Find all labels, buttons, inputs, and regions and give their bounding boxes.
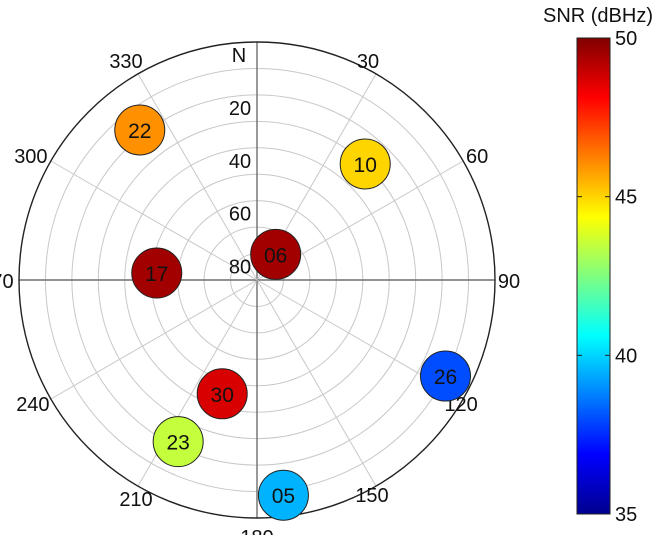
colorbar-tick-label: 50 [615,28,637,50]
satellite-prn-label: 10 [354,154,377,177]
colorbar-tick-label: 35 [615,504,637,526]
azimuth-tick-label: 210 [119,489,152,511]
colorbar-gradient [576,37,611,515]
satellite-marker [250,228,302,280]
satellite-marker [339,138,391,190]
satellite-26: 26 [419,350,471,402]
azimuth-tick-label: 180 [240,527,273,535]
azimuth-tick-label: 330 [109,51,142,73]
satellite-prn-label: 05 [272,485,295,508]
satellite-05: 05 [257,469,309,521]
satellite-marker [419,350,471,402]
elevation-tick-label: 40 [229,151,251,173]
azimuth-tick-label: 30 [357,51,379,73]
azimuth-tick-label: 240 [16,394,49,416]
satellite-prn-label: 22 [128,120,151,143]
azimuth-spoke [50,279,258,400]
satellite-prn-label: 17 [145,263,168,286]
azimuth-tick-label: 90 [498,271,520,293]
colorbar-title: SNR (dBHz) [543,5,653,27]
elevation-tick-label: 20 [229,98,251,120]
polar-grid [18,41,496,519]
azimuth-tick-label: 150 [355,485,388,507]
satellite-marker [131,247,183,299]
azimuth-tick-label: 60 [466,146,488,168]
azimuth-spoke [256,279,377,487]
azimuth-tick-label: 270 [0,271,14,293]
satellite-prn-label: 26 [434,366,457,389]
azimuth-spoke [137,73,258,281]
azimuth-spoke [50,160,258,281]
north-label: N [232,45,246,67]
colorbar-tick-label: 40 [615,345,637,367]
elevation-tick-label: 60 [229,204,251,226]
polar-labels: N30609012015018021024027030033020406080 [0,45,520,535]
satellite-10: 10 [339,138,391,190]
satellite-06: 06 [250,228,302,280]
satellite-prn-label: 30 [211,384,234,407]
satellite-prn-label: 06 [264,244,287,267]
satellite-22: 22 [114,104,166,156]
satellite-marker [196,368,248,420]
satellite-prn-label: 23 [166,432,189,455]
horizon-circle [18,41,496,519]
satellite-marker [257,469,309,521]
azimuth-tick-label: 300 [14,146,47,168]
colorbar-tick-label: 45 [615,187,637,209]
satellite-17: 17 [131,247,183,299]
satellite-30: 30 [196,368,248,420]
satellite-marker [152,416,204,468]
snr-colorbar: SNR (dBHz) 50 45 40 35 [543,5,653,526]
satellite-23: 23 [152,416,204,468]
satellite-markers: 22 10 06 17 26 30 23 05 [114,104,471,521]
satellite-marker [114,104,166,156]
elevation-tick-label: 80 [229,257,251,279]
